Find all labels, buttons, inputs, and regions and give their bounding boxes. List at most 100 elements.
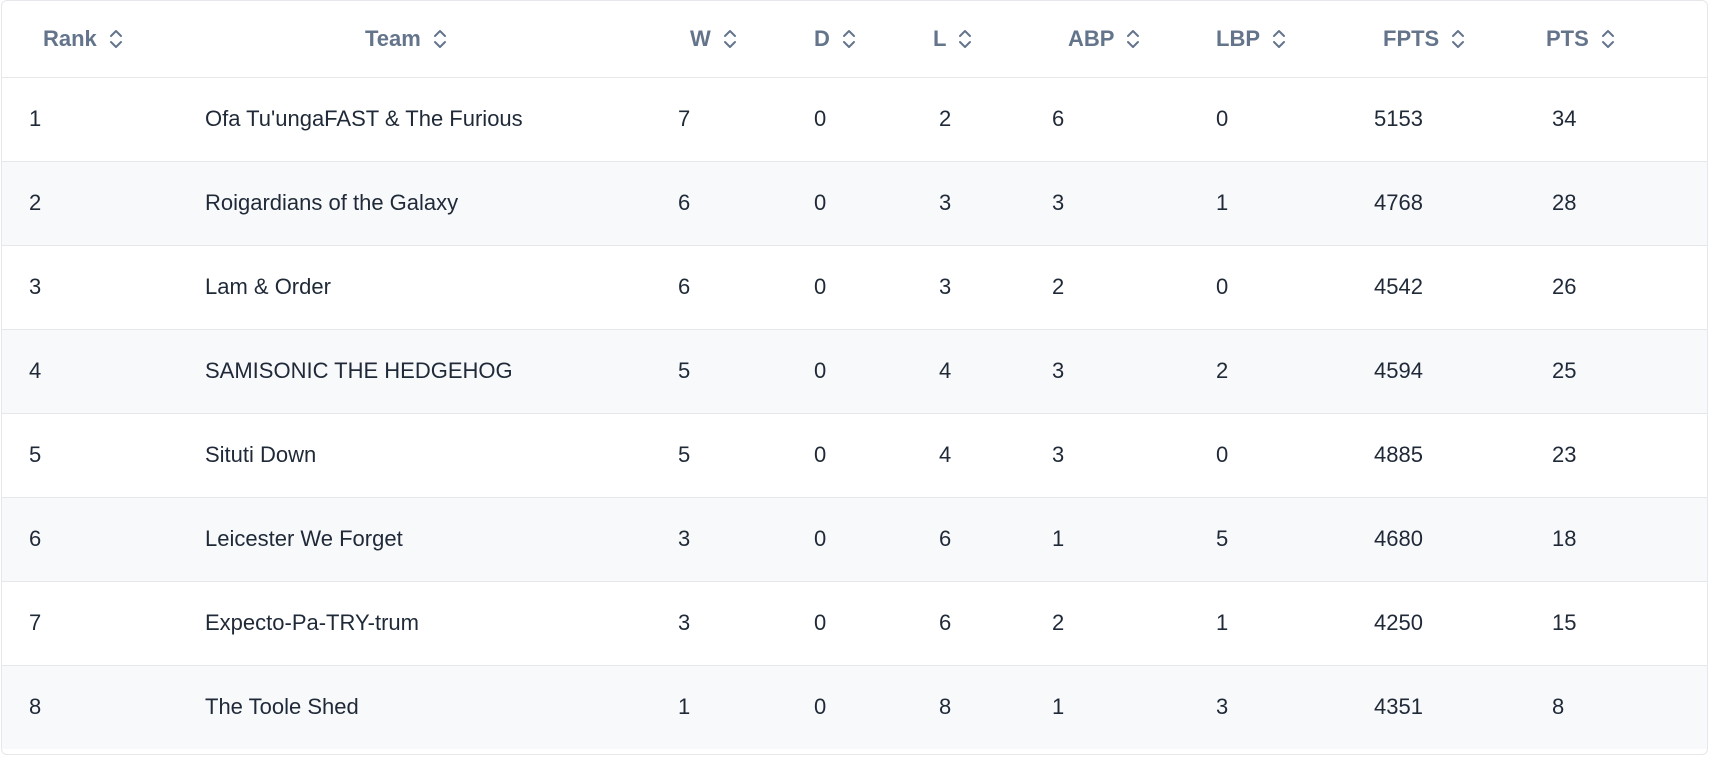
cell-fpts: 4351 bbox=[1374, 694, 1423, 720]
cell-pts: 18 bbox=[1552, 526, 1577, 551]
standings-table: Rank Team W D L ABP LBP FPTS PTS 1 Ofa Tu… bbox=[2, 1, 1707, 749]
column-header-l[interactable]: L bbox=[905, 1, 1028, 77]
cell-d: 0 bbox=[814, 358, 827, 383]
cell-lbp: 0 bbox=[1216, 274, 1229, 299]
cell-l: 4 bbox=[939, 358, 952, 383]
cell-w: 5 bbox=[678, 358, 691, 383]
column-header-label: Team bbox=[365, 25, 421, 51]
cell-w: 5 bbox=[678, 442, 691, 467]
cell-d: 0 bbox=[814, 610, 827, 635]
column-header-label: L bbox=[933, 25, 947, 51]
cell-d: 0 bbox=[814, 526, 827, 551]
table-row: 2 Roigardians of the Galaxy 6 0 3 3 1 4768 28 bbox=[2, 161, 1707, 245]
cell-w: 1 bbox=[678, 694, 691, 720]
cell-l: 3 bbox=[939, 190, 952, 215]
cell-lbp: 1 bbox=[1216, 190, 1229, 215]
cell-abp: 1 bbox=[1052, 694, 1065, 720]
cell-abp: 3 bbox=[1052, 190, 1065, 215]
column-header-label: ABP bbox=[1068, 25, 1115, 51]
cell-team: Expecto-Pa-TRY-trum bbox=[205, 610, 419, 635]
cell-abp: 2 bbox=[1052, 610, 1065, 635]
cell-rank: 7 bbox=[29, 610, 42, 635]
column-header-d[interactable]: D bbox=[781, 1, 905, 77]
cell-team: SAMISONIC THE HEDGEHOG bbox=[205, 358, 513, 383]
cell-rank: 6 bbox=[29, 526, 42, 551]
chevron-up-down-icon[interactable] bbox=[958, 28, 972, 50]
table-row: 8 The Toole Shed 1 0 8 1 3 4351 8 bbox=[2, 665, 1707, 749]
cell-rank: 4 bbox=[29, 358, 42, 383]
cell-pts: 25 bbox=[1552, 358, 1577, 383]
cell-lbp: 2 bbox=[1216, 358, 1229, 383]
table-row: 5 Situti Down 5 0 4 3 0 4885 23 bbox=[2, 413, 1707, 497]
table-row: 4 SAMISONIC THE HEDGEHOG 5 0 4 3 2 4594 25 bbox=[2, 329, 1707, 413]
column-header-label: W bbox=[690, 25, 711, 51]
chevron-up-down-icon[interactable] bbox=[109, 28, 123, 50]
cell-w: 3 bbox=[678, 526, 691, 551]
column-header-w[interactable]: W bbox=[643, 1, 781, 77]
cell-l: 2 bbox=[939, 106, 952, 131]
cell-l: 4 bbox=[939, 442, 952, 467]
table-row: 6 Leicester We Forget 3 0 6 1 5 4680 18 bbox=[2, 497, 1707, 581]
cell-w: 6 bbox=[678, 274, 691, 299]
cell-team: Lam & Order bbox=[205, 274, 331, 299]
column-header-label: FPTS bbox=[1383, 25, 1440, 51]
column-header-label: D bbox=[814, 25, 830, 51]
chevron-up-down-icon[interactable] bbox=[1451, 28, 1465, 50]
cell-team: Situti Down bbox=[205, 442, 317, 467]
chevron-up-down-icon[interactable] bbox=[1601, 28, 1615, 50]
chevron-up-down-icon[interactable] bbox=[723, 28, 737, 50]
column-header-rank[interactable]: Rank bbox=[2, 1, 172, 77]
column-header-label: Rank bbox=[43, 25, 97, 51]
cell-pts: 34 bbox=[1552, 106, 1577, 131]
column-header-team[interactable]: Team bbox=[172, 1, 643, 77]
chevron-up-down-icon[interactable] bbox=[1272, 28, 1286, 50]
cell-fpts: 4768 bbox=[1374, 190, 1423, 215]
cell-l: 3 bbox=[939, 274, 952, 299]
cell-lbp: 3 bbox=[1216, 694, 1229, 720]
cell-pts: 23 bbox=[1552, 442, 1577, 467]
column-header-fpts[interactable]: FPTS bbox=[1355, 1, 1533, 77]
cell-w: 3 bbox=[678, 610, 691, 635]
column-header-abp[interactable]: ABP bbox=[1028, 1, 1194, 77]
table-body: 1 Ofa Tu'ungaFAST & The Furious 7 0 2 6 0 5153 3… bbox=[2, 77, 1707, 749]
cell-rank: 1 bbox=[29, 106, 42, 131]
cell-pts: 26 bbox=[1552, 274, 1577, 299]
cell-team: Ofa Tu'ungaFAST & The Furious bbox=[205, 106, 523, 131]
cell-fpts: 4885 bbox=[1374, 442, 1423, 467]
cell-abp: 3 bbox=[1052, 442, 1065, 467]
column-header-lbp[interactable]: LBP bbox=[1194, 1, 1355, 77]
cell-d: 0 bbox=[814, 442, 827, 467]
cell-pts: 8 bbox=[1552, 694, 1565, 720]
cell-lbp: 0 bbox=[1216, 442, 1229, 467]
cell-l: 6 bbox=[939, 610, 952, 635]
chevron-up-down-icon[interactable] bbox=[842, 28, 856, 50]
cell-abp: 1 bbox=[1052, 526, 1065, 551]
chevron-up-down-icon[interactable] bbox=[1126, 28, 1140, 50]
column-header-pts[interactable]: PTS bbox=[1533, 1, 1707, 77]
table-row: 3 Lam & Order 6 0 3 2 0 4542 26 bbox=[2, 245, 1707, 329]
cell-team: Roigardians of the Galaxy bbox=[205, 190, 459, 215]
cell-abp: 6 bbox=[1052, 106, 1065, 131]
cell-rank: 3 bbox=[29, 274, 42, 299]
header-row: Rank Team W D L ABP LBP FPTS PTS bbox=[2, 1, 1707, 77]
table-row: 7 Expecto-Pa-TRY-trum 3 0 6 2 1 4250 15 bbox=[2, 581, 1707, 665]
cell-rank: 5 bbox=[29, 442, 42, 467]
cell-fpts: 5153 bbox=[1374, 106, 1423, 131]
column-header-label: LBP bbox=[1216, 25, 1260, 51]
cell-fpts: 4250 bbox=[1374, 610, 1423, 635]
chevron-up-down-icon[interactable] bbox=[433, 28, 447, 50]
cell-l: 6 bbox=[939, 526, 952, 551]
cell-rank: 2 bbox=[29, 190, 42, 215]
standings-table-card: Rank Team W D L ABP LBP FPTS PTS 1 Ofa Tu… bbox=[1, 0, 1708, 755]
cell-pts: 15 bbox=[1552, 610, 1577, 635]
cell-pts: 28 bbox=[1552, 190, 1577, 215]
cell-abp: 2 bbox=[1052, 274, 1065, 299]
cell-team: Leicester We Forget bbox=[205, 526, 403, 551]
cell-lbp: 0 bbox=[1216, 106, 1229, 131]
cell-lbp: 1 bbox=[1216, 610, 1229, 635]
cell-team: The Toole Shed bbox=[205, 694, 359, 720]
cell-abp: 3 bbox=[1052, 358, 1065, 383]
cell-fpts: 4594 bbox=[1374, 358, 1423, 383]
cell-rank: 8 bbox=[29, 694, 42, 720]
cell-lbp: 5 bbox=[1216, 526, 1229, 551]
